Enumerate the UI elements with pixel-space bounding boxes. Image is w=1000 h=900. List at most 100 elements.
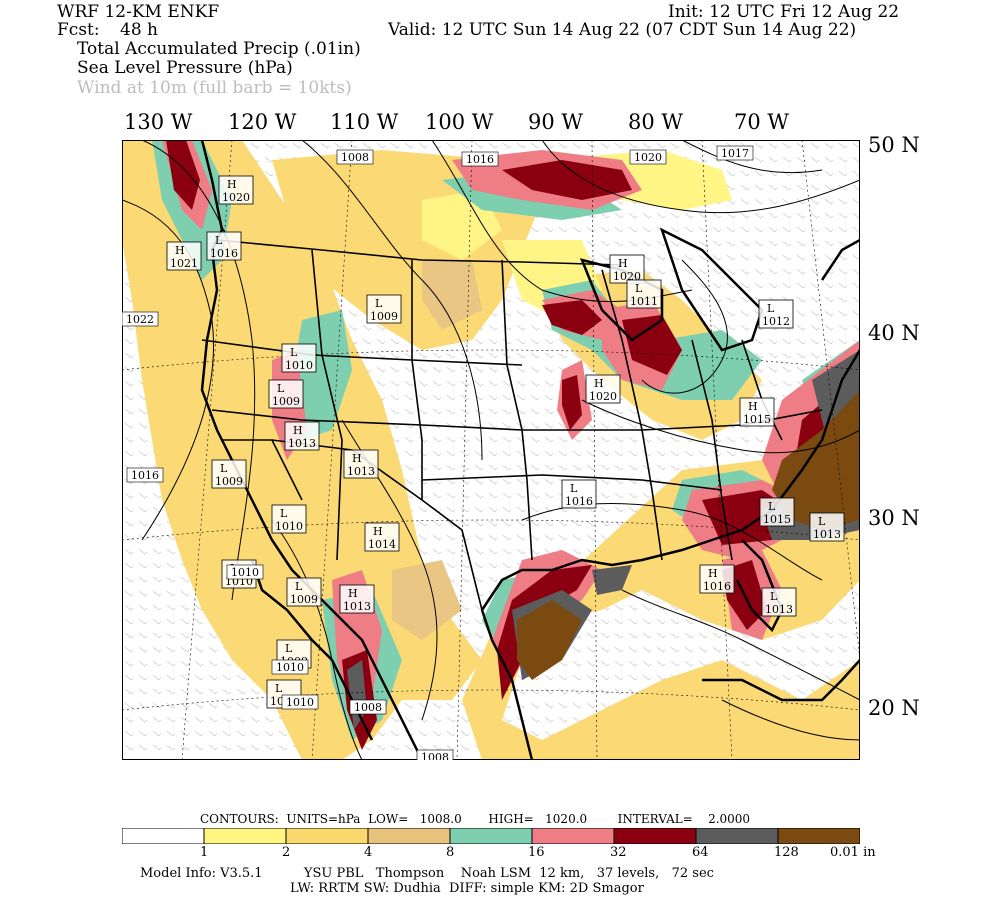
lat-label-50n: 50 N [868,133,920,157]
pressure-type: H [227,178,237,191]
pressure-value: 1015 [763,513,791,526]
colorbar [122,828,860,844]
lon-label-120w: 120 W [228,110,297,134]
pressure-value: 1010 [275,520,303,533]
svg-text:1010: 1010 [286,696,314,709]
pressure-type: L [280,507,288,520]
isobar-label: 1008 [336,149,374,165]
pressure-type: L [295,580,303,593]
init-time: Init: 12 UTC Fri 12 Aug 22 [668,2,900,22]
field-slp: Sea Level Pressure (hPa) [77,58,293,78]
model-info: Model Info: V3.5.1 YSU PBL Thompson Noah… [140,866,714,881]
pressure-type: L [770,590,778,603]
field-wind: Wind at 10m (full barb = 10kts) [77,78,352,98]
colorbar-swatch [367,828,451,844]
colorbar-swatch [695,828,779,844]
colorbar-swatch [122,828,205,844]
pressure-type: L [275,682,283,695]
lon-label-80w: 80 W [628,110,683,134]
colorbar-swatch [285,828,369,844]
svg-text:1010: 1010 [276,661,304,674]
pressure-type: L [767,302,775,315]
isobar-label: 1016 [461,151,499,167]
pressure-type: H [373,525,383,538]
svg-text:1008: 1008 [341,151,369,164]
isobar-label: 1022 [122,311,159,327]
field-precip: Total Accumulated Precip (.01in) [77,39,361,59]
pressure-value: 1015 [743,413,771,426]
political-borders [201,239,823,611]
pressure-type: L [768,500,776,513]
pressure-type: L [285,642,293,655]
pressure-type: L [635,282,643,295]
pressure-type: H [348,587,358,600]
pressure-value: 1009 [215,475,243,488]
svg-text:1010: 1010 [231,566,259,579]
svg-text:1016: 1016 [131,469,159,482]
colorbar-tick-label: 128 [774,845,799,860]
pressure-type: L [290,346,298,359]
pressure-type: L [818,515,826,528]
pressure-value: 1011 [630,295,658,308]
lon-label-70w: 70 W [734,110,789,134]
pressure-value: 1020 [589,390,617,403]
pressure-type: H [594,377,604,390]
svg-text:1022: 1022 [126,313,154,326]
pressure-value: 1013 [813,528,841,541]
colorbar-tick-label: 0.01 in [830,845,876,860]
pressure-value: 1016 [210,247,238,260]
pressure-type: H [352,452,362,465]
colorbar-tick-label: 64 [692,845,709,860]
pressure-type: H [618,257,628,270]
lon-label-130w: 130 W [124,110,193,134]
forecast-map: H1020H1021L1016L1010L1009L1009H1013L1009… [122,140,860,760]
svg-text:1008: 1008 [354,701,382,714]
pressure-type: L [277,382,285,395]
colorbar-swatch [613,828,697,844]
isobar-label: 1020 [629,149,667,165]
colorbar-tick-label: 4 [364,845,373,860]
colorbar-swatch [203,828,287,844]
pressure-value: 1013 [288,437,316,450]
isobar-label: 1017 [716,145,754,161]
isobar-label: 1008 [416,749,454,760]
forecast-hours: 48 h [120,20,158,40]
pressure-value: 1016 [565,495,593,508]
svg-text:1008: 1008 [421,751,449,760]
isobar-label: 1016 [126,467,164,483]
isobar-label: 1010 [226,564,264,580]
pressure-value: 1009 [290,593,318,606]
colorbar-swatch [777,828,860,844]
pressure-value: 1013 [343,600,371,613]
forecast-label: Fcst: [57,20,100,40]
pressure-value: 1010 [285,359,313,372]
isobar-label: 1008 [349,699,387,715]
physics-info: LW: RRTM SW: Dudhia DIFF: simple KM: 2D … [290,881,644,896]
pressure-value: 1014 [368,538,396,551]
colorbar-tick-label: 8 [446,845,455,860]
pressure-systems: H1020H1021L1016L1010L1009L1009H1013L1009… [166,175,845,709]
pressure-type: L [215,234,223,247]
latlon-grid [122,140,860,760]
colorbar-tick-label: 16 [528,845,545,860]
pressure-type: L [220,462,228,475]
colorbar-tick-label: 2 [282,845,291,860]
svg-text:1020: 1020 [634,151,662,164]
pressure-value: 1020 [222,191,250,204]
pressure-type: H [708,567,718,580]
colorbar-swatch [531,828,615,844]
